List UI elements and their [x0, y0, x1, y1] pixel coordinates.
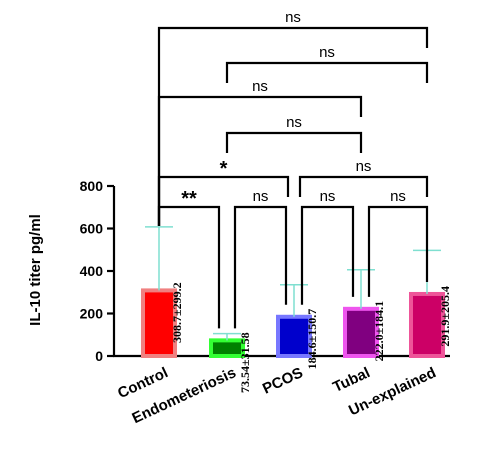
significance-label: ns [356, 158, 372, 175]
significance-label: ns [320, 188, 336, 205]
y-tick-label: 0 [95, 348, 103, 364]
significance-label: ns [252, 78, 268, 95]
x-tick-label: Tubal [330, 364, 372, 396]
significance-label: ns [390, 188, 406, 205]
bar [141, 288, 177, 358]
significance-bracket [157, 95, 363, 226]
y-axis-label: IL-10 titer pg/ml [27, 214, 44, 326]
y-tick-label: 600 [80, 221, 104, 237]
significance-label: * [220, 158, 228, 180]
data-label: 291.9±205.4 [438, 286, 452, 347]
significance-bracket [233, 205, 288, 329]
significance-label: ns [285, 9, 301, 26]
significance-bracket [225, 131, 363, 153]
bars [141, 288, 445, 359]
data-label: 73.54±31.58 [238, 332, 252, 393]
x-tick-label: PCOS [260, 364, 306, 397]
y-tick-label: 200 [80, 306, 104, 322]
significance-label: ns [253, 188, 269, 205]
significance-bracket [298, 175, 429, 197]
y-tick-label: 400 [80, 263, 104, 279]
bar [409, 291, 445, 359]
significance-label: ns [286, 114, 302, 131]
data-label: 308.7±299.2 [170, 282, 184, 343]
significance-label: ns [319, 44, 335, 61]
bar [276, 314, 312, 358]
y-tick-label: 800 [80, 178, 104, 194]
data-label: 222.0±184.1 [372, 301, 386, 362]
data-label: 184.6±150.7 [305, 309, 319, 370]
significance-bracket [367, 205, 429, 297]
significance-bracket [225, 61, 429, 83]
significance-bracket [300, 205, 355, 305]
significance-bracket [157, 175, 290, 226]
significance-bracket [157, 205, 221, 329]
significance-label: ** [181, 188, 197, 210]
significance-brackets: ns ns ns ns * ns ** ns ns ns [157, 9, 429, 329]
